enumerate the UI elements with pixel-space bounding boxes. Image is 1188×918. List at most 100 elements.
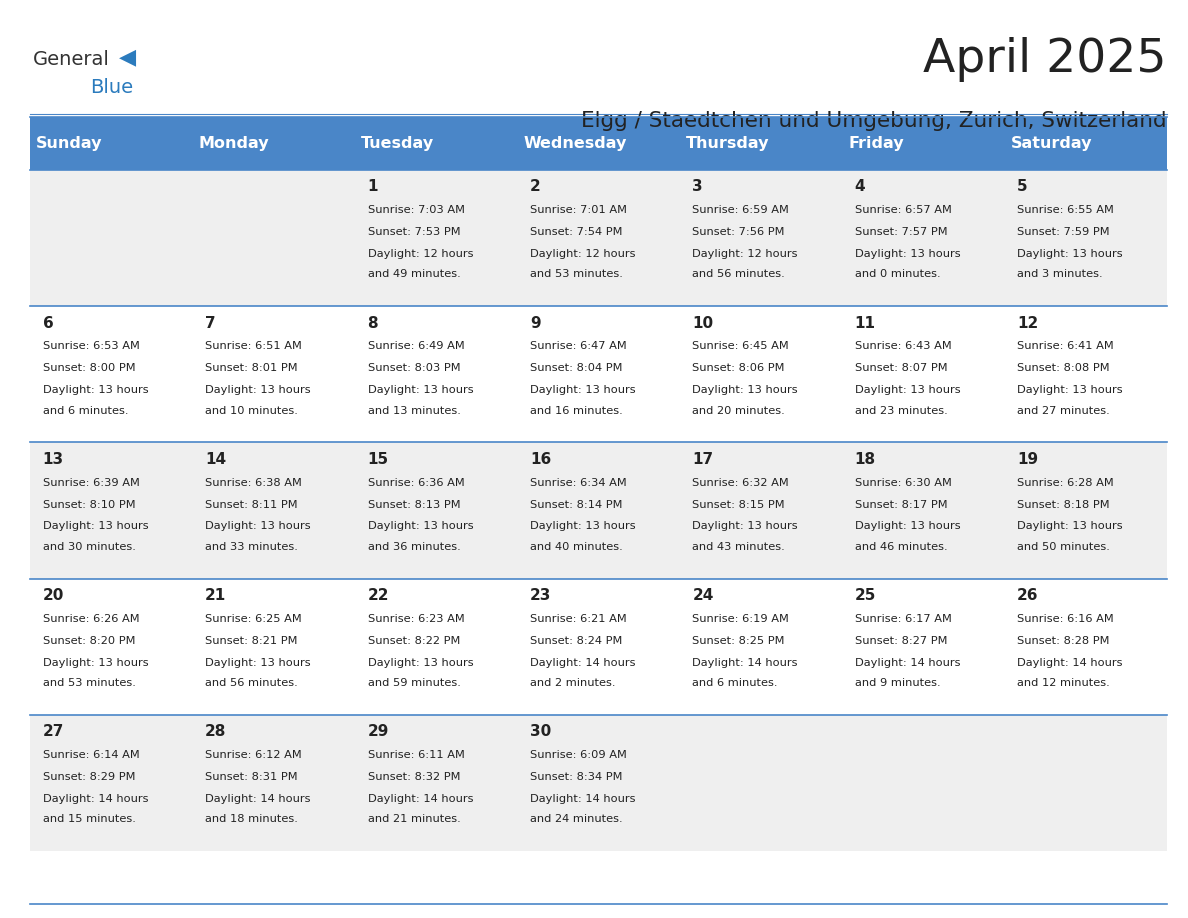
Text: and 13 minutes.: and 13 minutes. — [367, 406, 461, 416]
Text: and 43 minutes.: and 43 minutes. — [693, 542, 785, 552]
Text: Monday: Monday — [198, 136, 270, 151]
Text: Daylight: 13 hours: Daylight: 13 hours — [43, 385, 148, 395]
Text: and 49 minutes.: and 49 minutes. — [367, 269, 460, 279]
Text: and 24 minutes.: and 24 minutes. — [530, 814, 623, 824]
Text: Daylight: 13 hours: Daylight: 13 hours — [43, 521, 148, 532]
Text: Daylight: 14 hours: Daylight: 14 hours — [1017, 657, 1123, 667]
Text: Daylight: 14 hours: Daylight: 14 hours — [693, 657, 798, 667]
Text: 17: 17 — [693, 452, 714, 467]
Text: 26: 26 — [1017, 588, 1038, 603]
Text: Friday: Friday — [848, 136, 904, 151]
Text: Elgg / Staedtchen und Umgebung, Zurich, Switzerland: Elgg / Staedtchen und Umgebung, Zurich, … — [581, 111, 1167, 131]
Text: and 56 minutes.: and 56 minutes. — [693, 269, 785, 279]
Text: Daylight: 14 hours: Daylight: 14 hours — [855, 657, 960, 667]
Text: Daylight: 13 hours: Daylight: 13 hours — [367, 657, 473, 667]
Text: Daylight: 14 hours: Daylight: 14 hours — [206, 794, 310, 804]
Text: Daylight: 13 hours: Daylight: 13 hours — [206, 521, 311, 532]
Text: Sunrise: 6:41 AM: Sunrise: 6:41 AM — [1017, 341, 1114, 352]
Text: 21: 21 — [206, 588, 227, 603]
Text: Sunrise: 6:45 AM: Sunrise: 6:45 AM — [693, 341, 789, 352]
Text: 25: 25 — [855, 588, 877, 603]
Text: Daylight: 12 hours: Daylight: 12 hours — [530, 249, 636, 259]
Text: Sunset: 8:17 PM: Sunset: 8:17 PM — [855, 499, 947, 509]
Text: and 36 minutes.: and 36 minutes. — [367, 542, 460, 552]
Text: Sunrise: 6:32 AM: Sunrise: 6:32 AM — [693, 477, 789, 487]
Text: Tuesday: Tuesday — [361, 136, 434, 151]
Text: Sunrise: 6:17 AM: Sunrise: 6:17 AM — [855, 614, 952, 624]
Text: Blue: Blue — [90, 78, 133, 96]
Text: General: General — [33, 50, 110, 69]
Text: Wednesday: Wednesday — [524, 136, 627, 151]
Text: Sunrise: 7:03 AM: Sunrise: 7:03 AM — [367, 206, 465, 215]
Text: Sunrise: 6:47 AM: Sunrise: 6:47 AM — [530, 341, 627, 352]
Text: Sunrise: 6:21 AM: Sunrise: 6:21 AM — [530, 614, 627, 624]
Text: 8: 8 — [367, 316, 378, 330]
Text: 5: 5 — [1017, 179, 1028, 195]
Text: Sunrise: 6:26 AM: Sunrise: 6:26 AM — [43, 614, 139, 624]
Text: 24: 24 — [693, 588, 714, 603]
Text: and 9 minutes.: and 9 minutes. — [855, 678, 941, 688]
Text: and 20 minutes.: and 20 minutes. — [693, 406, 785, 416]
Text: and 6 minutes.: and 6 minutes. — [43, 406, 128, 416]
Text: 7: 7 — [206, 316, 216, 330]
Text: and 12 minutes.: and 12 minutes. — [1017, 678, 1110, 688]
Text: Saturday: Saturday — [1011, 136, 1092, 151]
Text: Sunrise: 6:23 AM: Sunrise: 6:23 AM — [367, 614, 465, 624]
Text: and 33 minutes.: and 33 minutes. — [206, 542, 298, 552]
Text: Sunrise: 6:09 AM: Sunrise: 6:09 AM — [530, 750, 627, 760]
Text: Sunrise: 6:38 AM: Sunrise: 6:38 AM — [206, 477, 302, 487]
Text: and 46 minutes.: and 46 minutes. — [855, 542, 947, 552]
Text: Sunrise: 6:57 AM: Sunrise: 6:57 AM — [855, 206, 952, 215]
Text: Sunset: 8:15 PM: Sunset: 8:15 PM — [693, 499, 785, 509]
Text: Daylight: 13 hours: Daylight: 13 hours — [367, 385, 473, 395]
Text: and 23 minutes.: and 23 minutes. — [855, 406, 948, 416]
Text: Sunrise: 6:55 AM: Sunrise: 6:55 AM — [1017, 206, 1114, 215]
Text: Daylight: 13 hours: Daylight: 13 hours — [1017, 385, 1123, 395]
Text: Sunrise: 6:16 AM: Sunrise: 6:16 AM — [1017, 614, 1114, 624]
Text: 15: 15 — [367, 452, 388, 467]
Text: Sunrise: 6:30 AM: Sunrise: 6:30 AM — [855, 477, 952, 487]
Text: Daylight: 13 hours: Daylight: 13 hours — [530, 521, 636, 532]
Text: Daylight: 14 hours: Daylight: 14 hours — [43, 794, 148, 804]
Text: and 56 minutes.: and 56 minutes. — [206, 678, 298, 688]
Text: and 27 minutes.: and 27 minutes. — [1017, 406, 1110, 416]
Text: 30: 30 — [530, 724, 551, 739]
Text: and 15 minutes.: and 15 minutes. — [43, 814, 135, 824]
Text: 27: 27 — [43, 724, 64, 739]
Text: Sunset: 8:11 PM: Sunset: 8:11 PM — [206, 499, 298, 509]
Text: and 40 minutes.: and 40 minutes. — [530, 542, 623, 552]
Text: Daylight: 12 hours: Daylight: 12 hours — [367, 249, 473, 259]
Text: and 30 minutes.: and 30 minutes. — [43, 542, 135, 552]
Text: Sunset: 8:03 PM: Sunset: 8:03 PM — [367, 364, 460, 374]
Text: and 10 minutes.: and 10 minutes. — [206, 406, 298, 416]
Text: Daylight: 13 hours: Daylight: 13 hours — [693, 385, 798, 395]
Text: ◀: ◀ — [119, 47, 135, 67]
Text: and 0 minutes.: and 0 minutes. — [855, 269, 941, 279]
Text: Daylight: 14 hours: Daylight: 14 hours — [530, 794, 636, 804]
Text: Sunset: 8:24 PM: Sunset: 8:24 PM — [530, 636, 623, 645]
Text: 14: 14 — [206, 452, 226, 467]
Text: Sunset: 7:54 PM: Sunset: 7:54 PM — [530, 227, 623, 237]
Text: 23: 23 — [530, 588, 551, 603]
Text: Sunset: 7:57 PM: Sunset: 7:57 PM — [855, 227, 947, 237]
Text: Sunrise: 6:53 AM: Sunrise: 6:53 AM — [43, 341, 139, 352]
Text: and 59 minutes.: and 59 minutes. — [367, 678, 461, 688]
Text: 13: 13 — [43, 452, 64, 467]
Text: Sunset: 8:04 PM: Sunset: 8:04 PM — [530, 364, 623, 374]
Text: 28: 28 — [206, 724, 227, 739]
Text: and 18 minutes.: and 18 minutes. — [206, 814, 298, 824]
Text: Daylight: 13 hours: Daylight: 13 hours — [855, 521, 960, 532]
Text: and 3 minutes.: and 3 minutes. — [1017, 269, 1102, 279]
Text: Sunset: 8:01 PM: Sunset: 8:01 PM — [206, 364, 298, 374]
Text: 3: 3 — [693, 179, 703, 195]
Text: 19: 19 — [1017, 452, 1038, 467]
Text: Sunset: 8:00 PM: Sunset: 8:00 PM — [43, 364, 135, 374]
Text: Sunset: 8:18 PM: Sunset: 8:18 PM — [1017, 499, 1110, 509]
Text: 18: 18 — [855, 452, 876, 467]
Text: Sunrise: 6:49 AM: Sunrise: 6:49 AM — [367, 341, 465, 352]
Text: Daylight: 13 hours: Daylight: 13 hours — [1017, 249, 1123, 259]
Text: Daylight: 13 hours: Daylight: 13 hours — [855, 385, 960, 395]
Text: 12: 12 — [1017, 316, 1038, 330]
Text: Sunrise: 6:51 AM: Sunrise: 6:51 AM — [206, 341, 302, 352]
Text: Sunset: 8:06 PM: Sunset: 8:06 PM — [693, 364, 785, 374]
